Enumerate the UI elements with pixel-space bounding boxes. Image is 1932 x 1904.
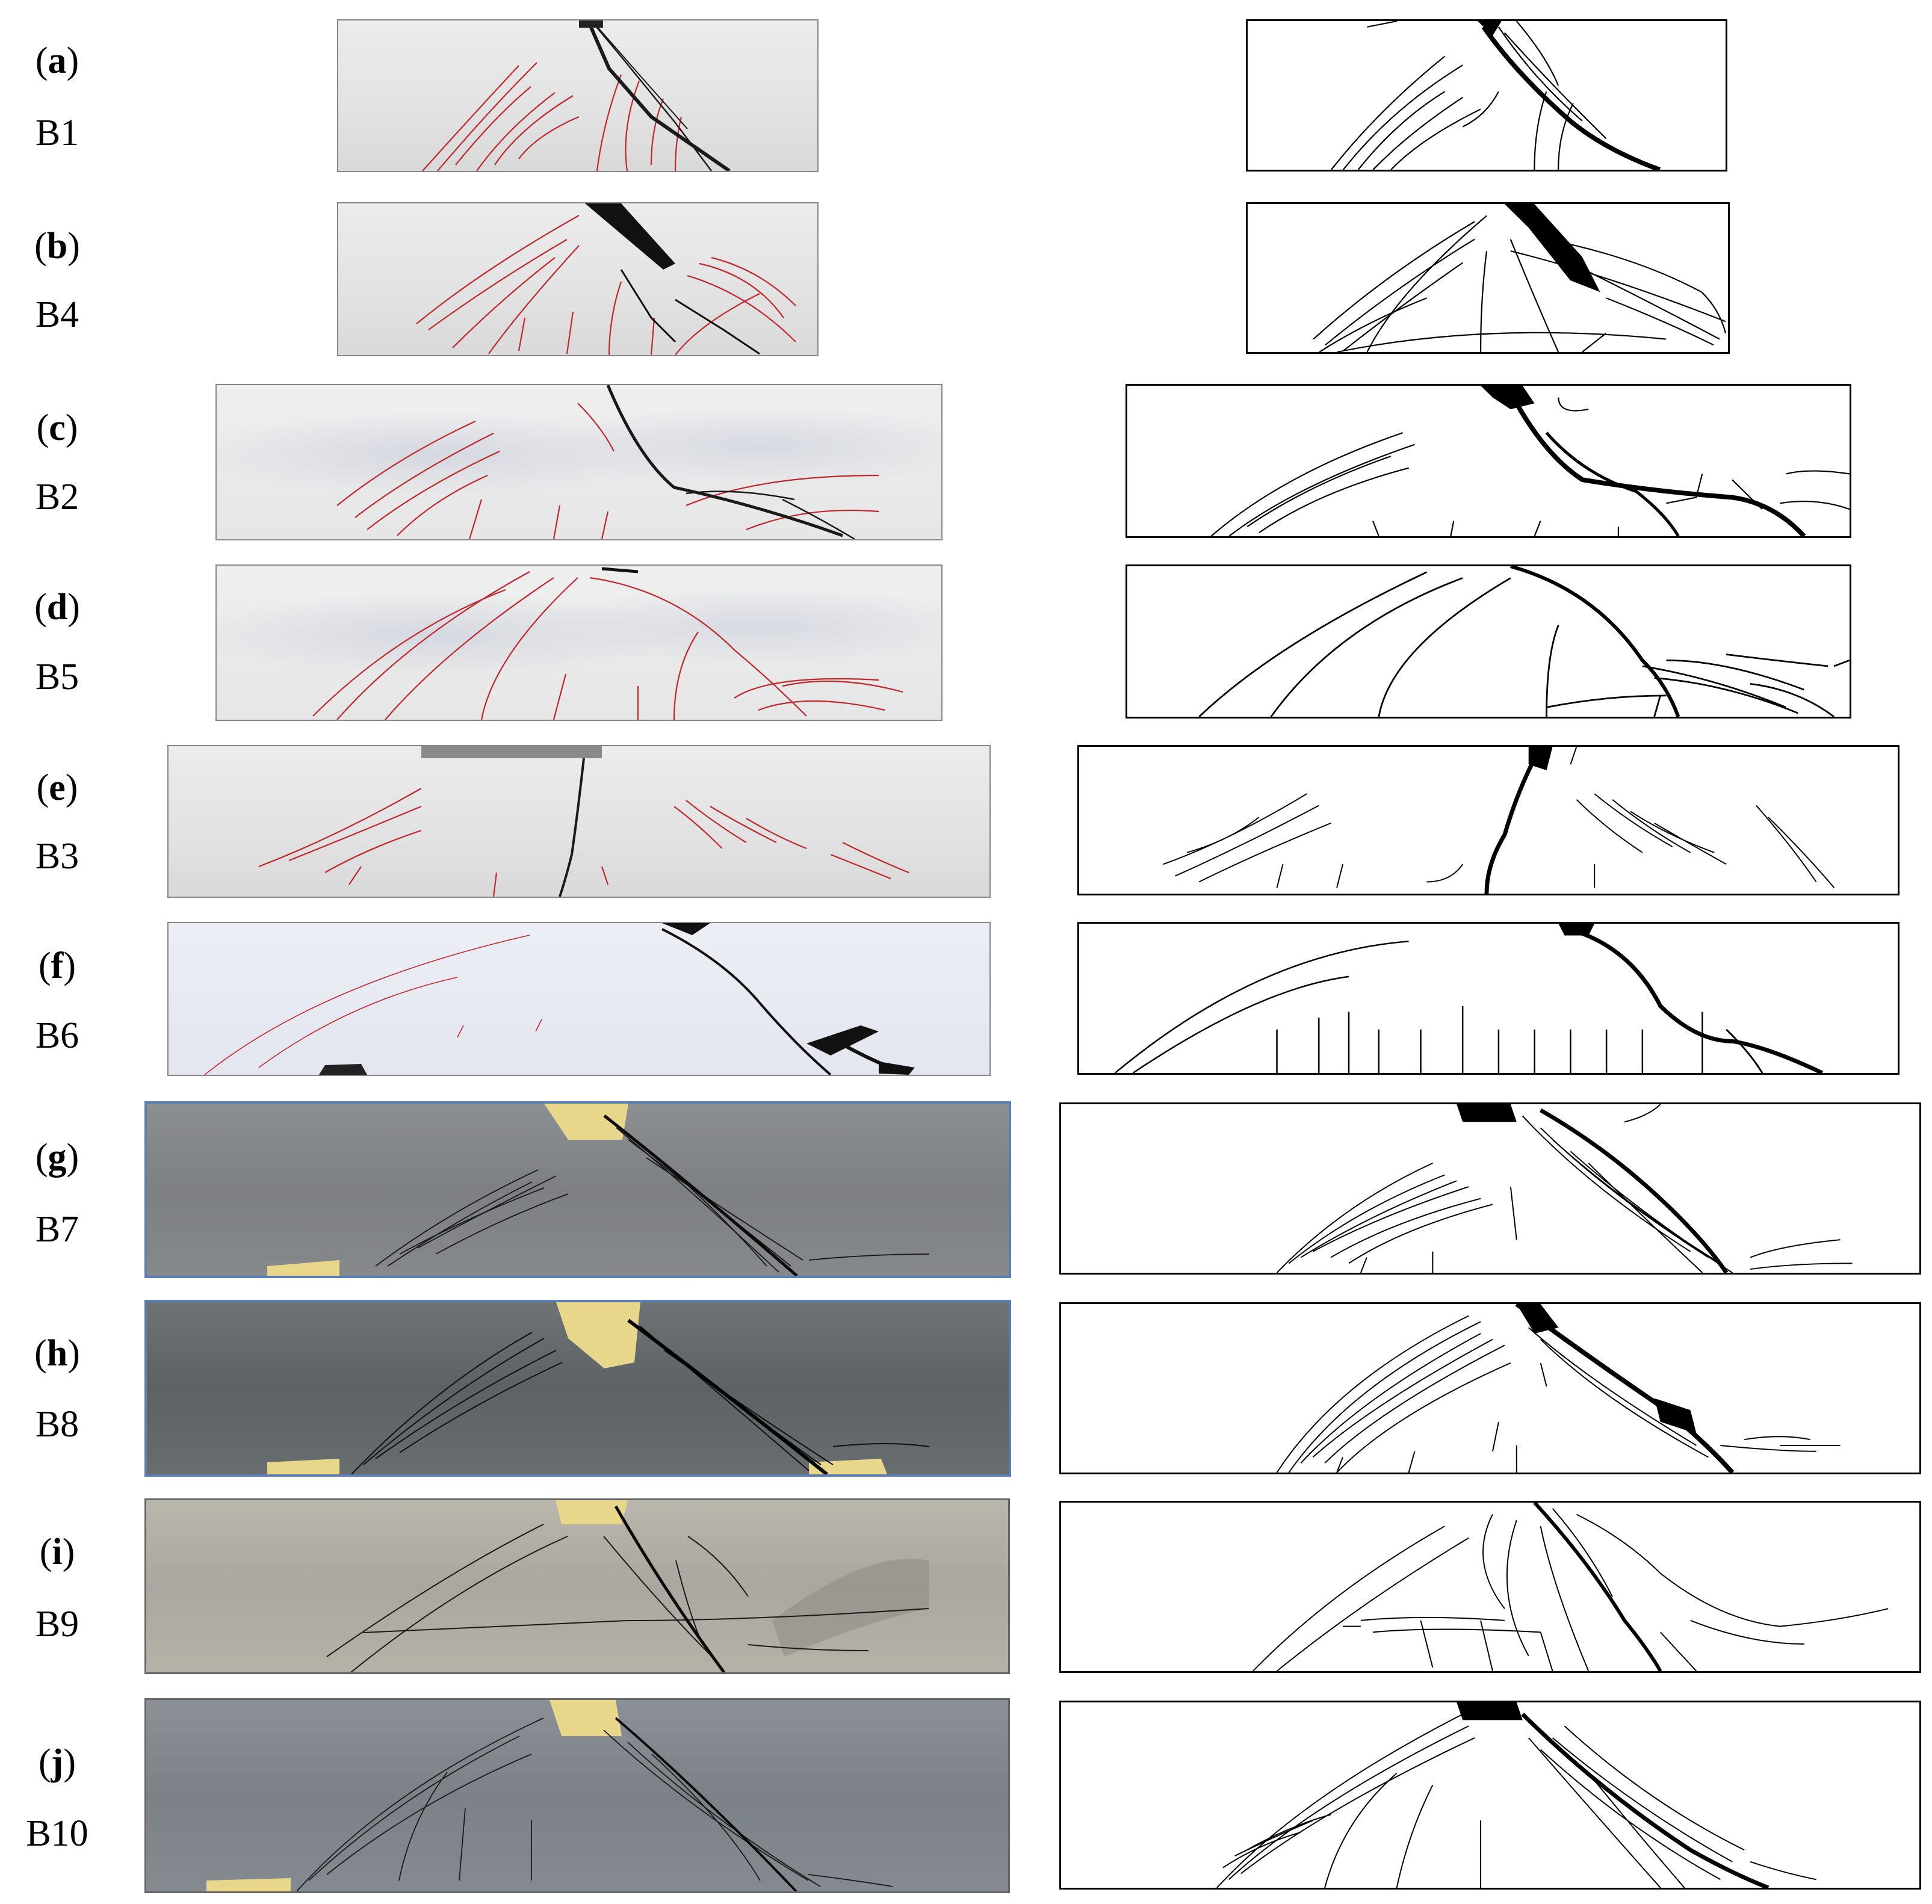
panel-letter: b (46, 226, 68, 267)
panel-label-d: (d) (34, 587, 80, 628)
beam-id-f: B6 (35, 1015, 79, 1056)
panel-letter: c (49, 407, 66, 448)
beam-photo-b8 (144, 1300, 1011, 1477)
beam-photo-b1 (337, 19, 819, 172)
panel-letter: j (51, 1742, 64, 1783)
beam-id-b: B4 (35, 294, 79, 335)
panel-letter: e (49, 767, 66, 808)
panel-label-b: (b) (34, 226, 80, 267)
panel-letter: d (46, 587, 68, 628)
beam-id-a: B1 (35, 113, 79, 153)
panel-label-a: (a) (35, 40, 79, 81)
crack-sketch-b8 (1059, 1302, 1921, 1474)
crack-sketch-b3 (1077, 745, 1899, 895)
crack-sketch-b1 (1246, 19, 1727, 172)
beam-photo-b3 (167, 745, 991, 898)
crack-sketch-b4 (1246, 202, 1730, 354)
beam-id-d: B5 (35, 657, 79, 697)
beam-id-i: B9 (35, 1604, 79, 1645)
beam-id-c: B2 (35, 477, 79, 518)
crack-sketch-b6 (1077, 922, 1899, 1075)
panel-label-f: (f) (39, 945, 76, 986)
crack-sketch-b7 (1059, 1102, 1921, 1275)
beam-photo-b7 (144, 1101, 1011, 1278)
panel-label-e: (e) (36, 767, 78, 808)
beam-photo-b10 (144, 1698, 1010, 1893)
panel-label-h: (h) (34, 1333, 80, 1374)
beam-photo-b9 (144, 1498, 1010, 1674)
beam-photo-b6 (167, 922, 991, 1076)
crack-sketch-b5 (1125, 564, 1851, 719)
beam-id-e: B3 (35, 836, 79, 877)
beam-id-h: B8 (35, 1404, 79, 1445)
panel-letter: i (52, 1532, 63, 1572)
panel-letter: a (48, 40, 67, 81)
beam-id-j: B10 (26, 1813, 88, 1854)
beam-photo-b2 (215, 384, 943, 540)
panel-letter: g (48, 1137, 67, 1178)
panel-letter: h (46, 1333, 68, 1374)
crack-sketch-b2 (1125, 384, 1851, 538)
crack-sketch-b10 (1059, 1701, 1921, 1890)
panel-letter: f (51, 945, 64, 986)
crack-sketch-b9 (1059, 1501, 1921, 1673)
panel-label-i: (i) (39, 1532, 75, 1572)
beam-photo-b5 (215, 564, 943, 721)
beam-photo-b4 (337, 202, 819, 356)
beam-id-g: B7 (35, 1209, 79, 1250)
panel-label-j: (j) (39, 1742, 76, 1783)
panel-label-c: (c) (36, 407, 78, 448)
panel-label-g: (g) (35, 1137, 79, 1178)
